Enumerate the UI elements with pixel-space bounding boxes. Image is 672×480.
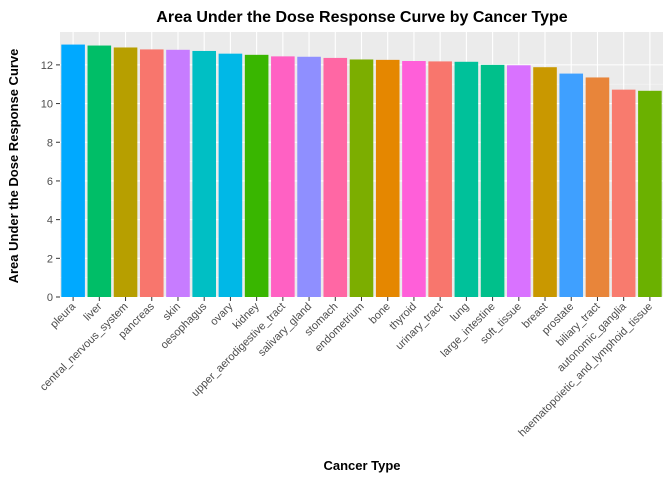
x-tick-label: skin <box>161 301 183 323</box>
bar-stomach <box>323 57 348 297</box>
bar-pancreas <box>139 49 164 298</box>
bar-pleura <box>61 44 85 297</box>
bar-central-nervous-system <box>113 47 138 297</box>
bar-endometrium <box>349 59 374 298</box>
y-tick-label: 4 <box>47 215 53 227</box>
bar-upper-aerodigestive-tract <box>271 56 295 298</box>
y-tick-label: 10 <box>41 99 53 111</box>
y-tick-label: 2 <box>47 253 53 265</box>
bar-soft-tissue <box>507 65 531 297</box>
bar-large-intestine <box>480 64 505 297</box>
bar-prostate <box>559 73 584 298</box>
y-tick-label: 12 <box>41 60 53 72</box>
x-tick-label: lung <box>448 301 471 324</box>
y-tick-label: 0 <box>47 292 53 304</box>
bar-thyroid <box>402 61 426 297</box>
x-axis-title: Cancer Type <box>323 458 400 473</box>
bar-breast <box>533 67 557 297</box>
bar-autonomic-ganglia <box>611 89 636 297</box>
bar-bone <box>375 59 400 297</box>
x-tick-label: pleura <box>48 300 79 331</box>
x-axis: pleura livercentral_nervous_systempancrea… <box>38 297 655 439</box>
bar-biliary-tract <box>585 77 610 297</box>
bar-urinary-tract <box>428 61 452 297</box>
bars <box>61 44 662 298</box>
bar-liver <box>87 45 112 297</box>
bar-salivary-gland <box>297 56 321 297</box>
y-tick-label: 8 <box>47 137 53 149</box>
y-axis: 0 2 4 6 8 10 12 <box>41 60 60 304</box>
x-tick-label: liver <box>82 300 105 323</box>
chart-title: Area Under the Dose Response Curve by Ca… <box>156 9 567 26</box>
y-axis-title: Area Under the Dose Response Curve <box>6 49 21 284</box>
bar-haematopoietic-and-lymphoid-tissue <box>638 90 662 297</box>
bar-oesophagus <box>192 50 216 297</box>
y-tick-label: 6 <box>47 176 53 188</box>
bar-lung <box>454 61 479 297</box>
bar-ovary <box>218 53 243 298</box>
bar-kidney <box>244 54 269 298</box>
bar-skin <box>166 49 190 297</box>
